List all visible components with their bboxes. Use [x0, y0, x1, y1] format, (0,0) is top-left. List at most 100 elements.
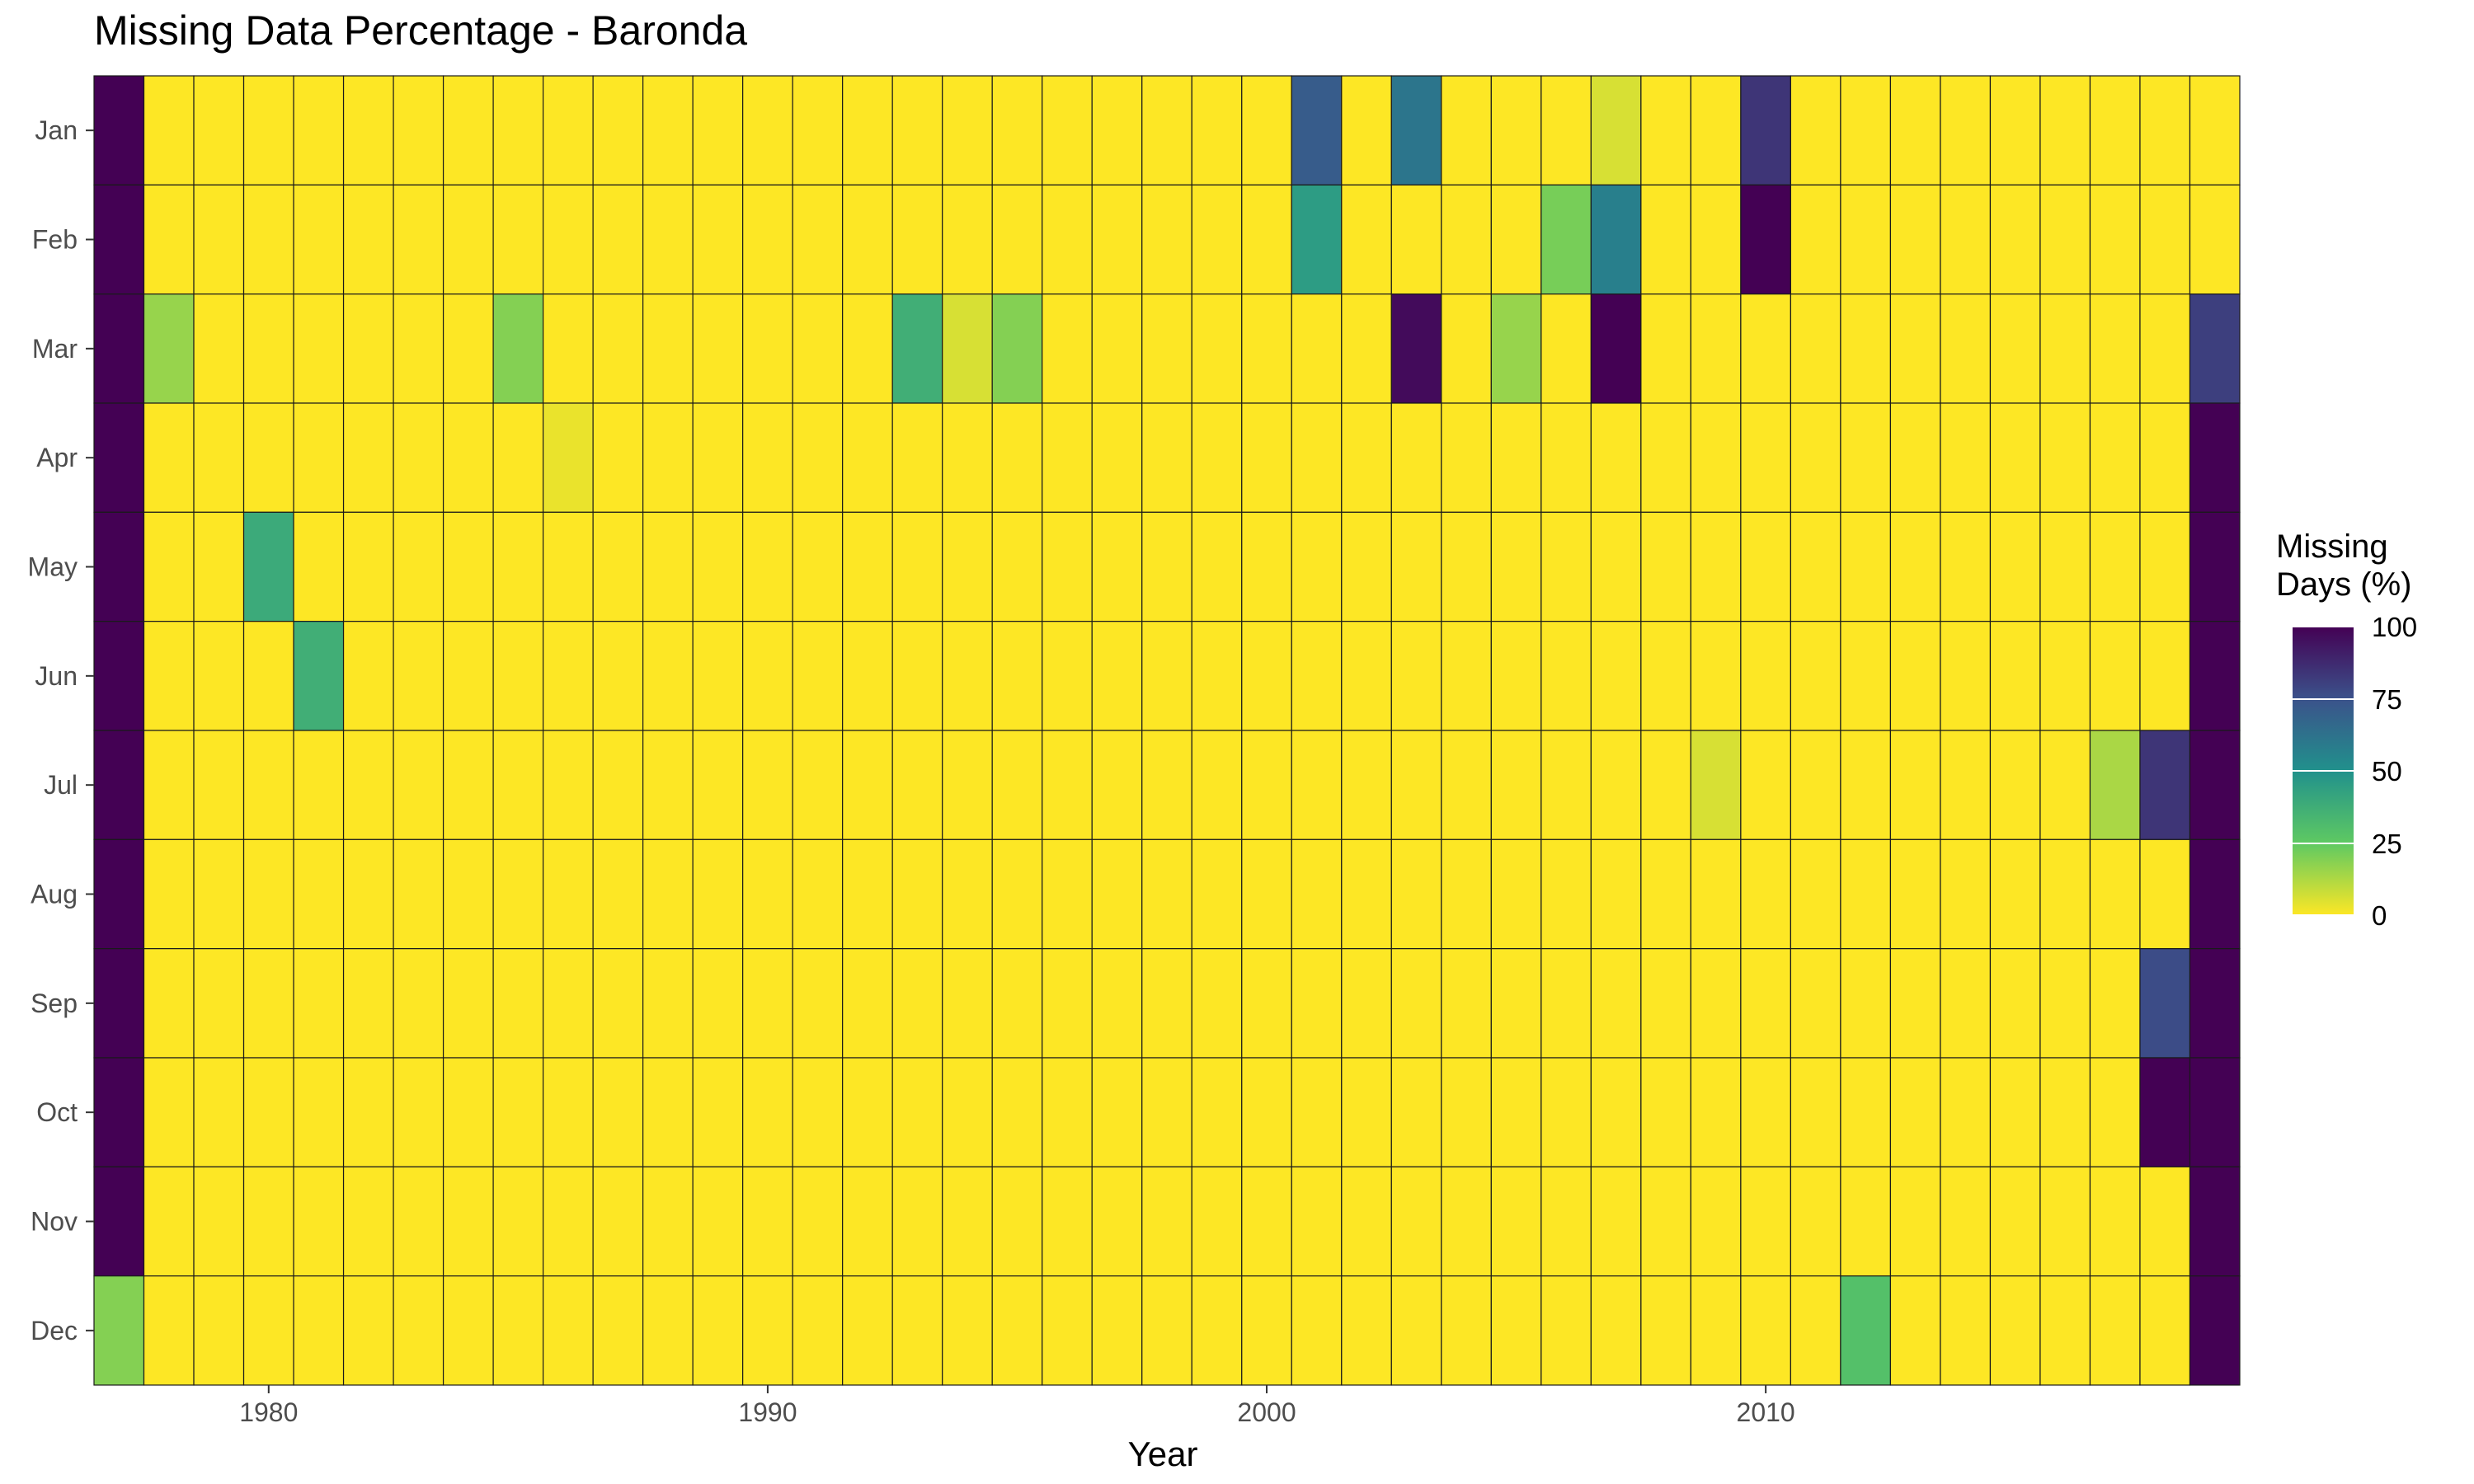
heatmap-cell	[1441, 1275, 1492, 1386]
heatmap-cell	[792, 184, 844, 295]
y-tick-label: Jan	[35, 115, 78, 145]
heatmap-cell	[342, 75, 394, 186]
heatmap-cell	[842, 621, 893, 731]
heatmap-cell	[642, 1275, 694, 1386]
heatmap-cell	[2139, 1057, 2191, 1167]
heatmap-cell	[1790, 184, 1841, 295]
heatmap-cell	[1690, 294, 1742, 404]
heatmap-cell	[193, 838, 245, 950]
heatmap-cell	[2189, 1166, 2241, 1277]
heatmap-cell	[991, 511, 1043, 622]
heatmap-cell	[991, 294, 1043, 404]
heatmap-cell	[1341, 948, 1392, 1059]
y-tick-label: Mar	[32, 334, 78, 364]
heatmap-cell	[2089, 75, 2141, 186]
heatmap-cell	[393, 621, 444, 731]
heatmap-cell	[1740, 184, 1791, 295]
heatmap-cell	[492, 511, 544, 622]
heatmap-cell	[792, 621, 844, 731]
heatmap-cell	[293, 1057, 345, 1167]
heatmap-cell	[991, 730, 1043, 840]
heatmap-cell	[692, 838, 744, 950]
heatmap-cell	[1141, 402, 1192, 513]
heatmap-cell	[1241, 511, 1292, 622]
heatmap-cell	[642, 1166, 694, 1277]
heatmap-cell	[1590, 730, 1642, 840]
y-tick-label: Sep	[31, 989, 78, 1018]
heatmap-cell	[842, 184, 893, 295]
heatmap-cell	[342, 838, 394, 950]
heatmap-cell	[1840, 838, 1892, 950]
heatmap-cell	[991, 948, 1043, 1059]
heatmap-cell	[1042, 838, 1093, 950]
heatmap-cell	[1390, 402, 1442, 513]
heatmap-cell	[642, 1057, 694, 1167]
heatmap-cell	[942, 294, 993, 404]
heatmap-cell	[293, 730, 345, 840]
heatmap-cell	[2089, 511, 2141, 622]
heatmap-cell	[1390, 838, 1442, 950]
heatmap-cell	[442, 184, 494, 295]
heatmap-cell	[2139, 75, 2191, 186]
heatmap-cell	[742, 75, 793, 186]
heatmap-cell	[442, 838, 494, 950]
heatmap-cell	[1989, 1166, 2041, 1277]
heatmap-cell	[2039, 730, 2091, 840]
heatmap-cell	[1740, 1275, 1791, 1386]
heatmap-cell	[1241, 730, 1292, 840]
heatmap-cell	[942, 1166, 993, 1277]
y-tick-label: Jun	[35, 661, 78, 691]
heatmap-cell	[93, 75, 145, 186]
heatmap-cell	[492, 948, 544, 1059]
heatmap-cell	[1141, 511, 1192, 622]
heatmap-cell	[1790, 1166, 1841, 1277]
heatmap-cell	[242, 184, 294, 295]
heatmap-cell	[1341, 1166, 1392, 1277]
heatmap-cell	[1291, 294, 1343, 404]
heatmap-cell	[1341, 1057, 1392, 1167]
heatmap-cell	[1989, 948, 2041, 1059]
heatmap-cell	[592, 1057, 644, 1167]
heatmap-cell	[1940, 1275, 1992, 1386]
heatmap-cell	[1840, 402, 1892, 513]
heatmap-cell	[2039, 621, 2091, 731]
heatmap-cell	[1590, 184, 1642, 295]
heatmap-cell	[1690, 730, 1742, 840]
heatmap-cell	[193, 1166, 245, 1277]
heatmap-cell	[891, 1057, 943, 1167]
heatmap-cell	[2139, 1166, 2191, 1277]
heatmap-cell	[742, 948, 793, 1059]
heatmap-cell	[492, 402, 544, 513]
heatmap-cell	[842, 1166, 893, 1277]
heatmap-cell	[193, 948, 245, 1059]
heatmap-cell	[891, 838, 943, 950]
heatmap-cell	[1989, 184, 2041, 295]
heatmap-cell	[342, 511, 394, 622]
heatmap-cell	[842, 1057, 893, 1167]
heatmap-cell	[193, 511, 245, 622]
heatmap-cell	[1790, 948, 1841, 1059]
heatmap-cell	[1640, 402, 1691, 513]
heatmap-cell	[1341, 184, 1392, 295]
heatmap-cell	[1191, 838, 1243, 950]
legend-tick	[2293, 842, 2354, 844]
heatmap-cell	[2089, 1275, 2141, 1386]
heatmap-cell	[1291, 511, 1343, 622]
heatmap-cell	[1141, 948, 1192, 1059]
heatmap-cell	[792, 838, 844, 950]
heatmap-cell	[1490, 1057, 1542, 1167]
heatmap-cell	[2139, 511, 2191, 622]
heatmap-cell	[143, 948, 195, 1059]
legend-tick-label: 25	[2372, 828, 2402, 859]
heatmap-cell	[842, 75, 893, 186]
legend-tick	[2293, 697, 2354, 700]
heatmap-cell	[1889, 730, 1941, 840]
heatmap-cell	[1740, 1166, 1791, 1277]
heatmap-cell	[242, 1166, 294, 1277]
heatmap-cell	[1690, 621, 1742, 731]
heatmap-cell	[442, 511, 494, 622]
y-tick-label: May	[28, 552, 78, 582]
heatmap-cell	[1590, 1057, 1642, 1167]
heatmap-cell	[792, 1166, 844, 1277]
heatmap-cell	[592, 511, 644, 622]
